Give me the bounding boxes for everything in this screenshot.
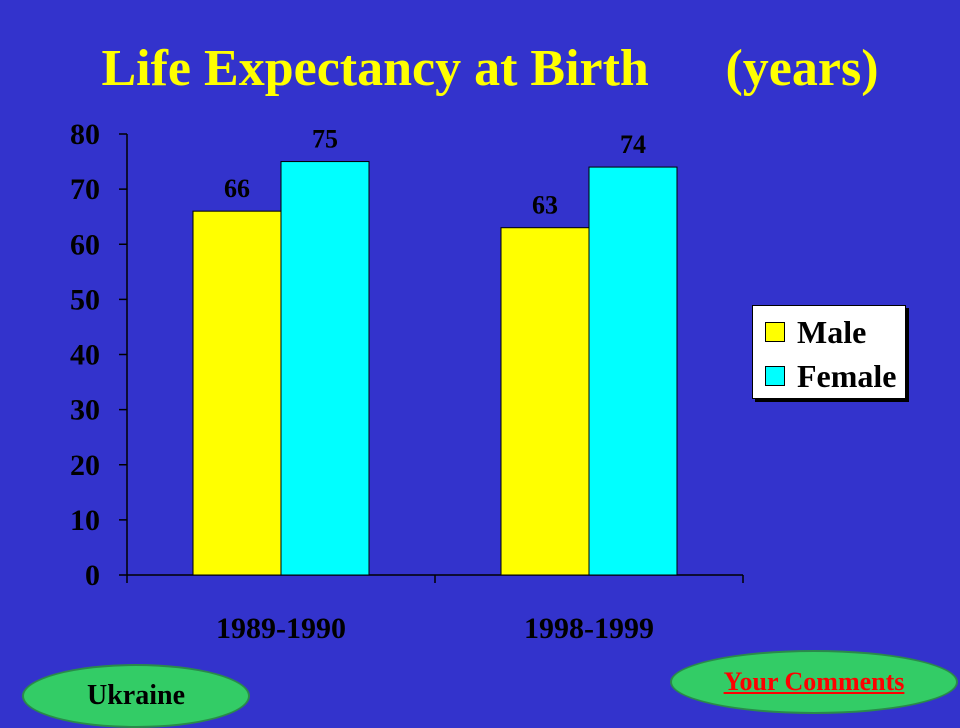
bar-female-1 [588, 166, 678, 576]
y-tick-label: 10 [70, 504, 100, 537]
legend-item-male: Male [765, 314, 866, 350]
x-category-label: 1998-1999 [524, 612, 654, 645]
y-tick-label: 30 [70, 394, 100, 427]
data-label: 66 [224, 174, 250, 203]
y-tick-label: 40 [70, 339, 100, 372]
bar-female-0 [280, 161, 370, 576]
legend-item-female: Female [765, 358, 897, 394]
legend-label-male: Male [797, 314, 867, 350]
y-tick-label: 70 [70, 173, 100, 206]
data-label: 75 [312, 125, 338, 154]
legend-label-female: Female [797, 358, 897, 394]
country-label: Ukraine [87, 680, 185, 711]
comments-link[interactable]: Your Comments [723, 667, 905, 696]
legend-swatch-male [765, 322, 785, 342]
bar-male-0 [192, 210, 282, 576]
country-badge: Ukraine [22, 664, 250, 728]
data-label: 63 [532, 191, 558, 220]
data-label: 74 [620, 130, 646, 159]
y-tick-label: 0 [85, 559, 100, 592]
comments-button[interactable]: Your Comments [670, 650, 958, 714]
chart-legend: Male Female [752, 305, 906, 399]
x-category-label: 1989-1990 [216, 612, 346, 645]
y-tick-label: 60 [70, 228, 100, 261]
legend-swatch-female [765, 366, 785, 386]
y-tick-label: 80 [70, 118, 100, 151]
y-tick-label: 50 [70, 283, 100, 316]
bar-male-1 [500, 227, 590, 576]
y-tick-label: 20 [70, 449, 100, 482]
chart-title: Life Expectancy at Birth (years) [101, 40, 879, 97]
